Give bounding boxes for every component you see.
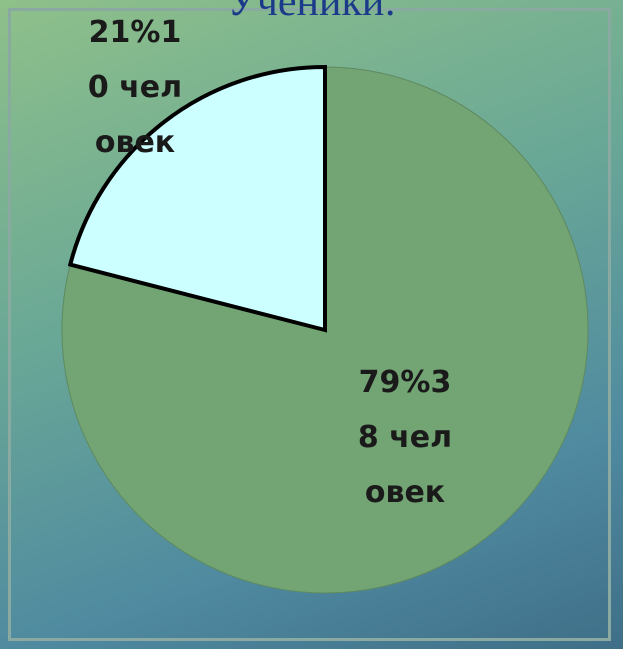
chart-title: Ученики: — [226, 0, 396, 25]
data-label: 21%10 человек — [87, 15, 183, 160]
data-label: 79%38 человек — [357, 365, 453, 510]
pie-slice — [61, 66, 589, 594]
frame — [8, 8, 611, 641]
pie-slice — [67, 64, 327, 333]
